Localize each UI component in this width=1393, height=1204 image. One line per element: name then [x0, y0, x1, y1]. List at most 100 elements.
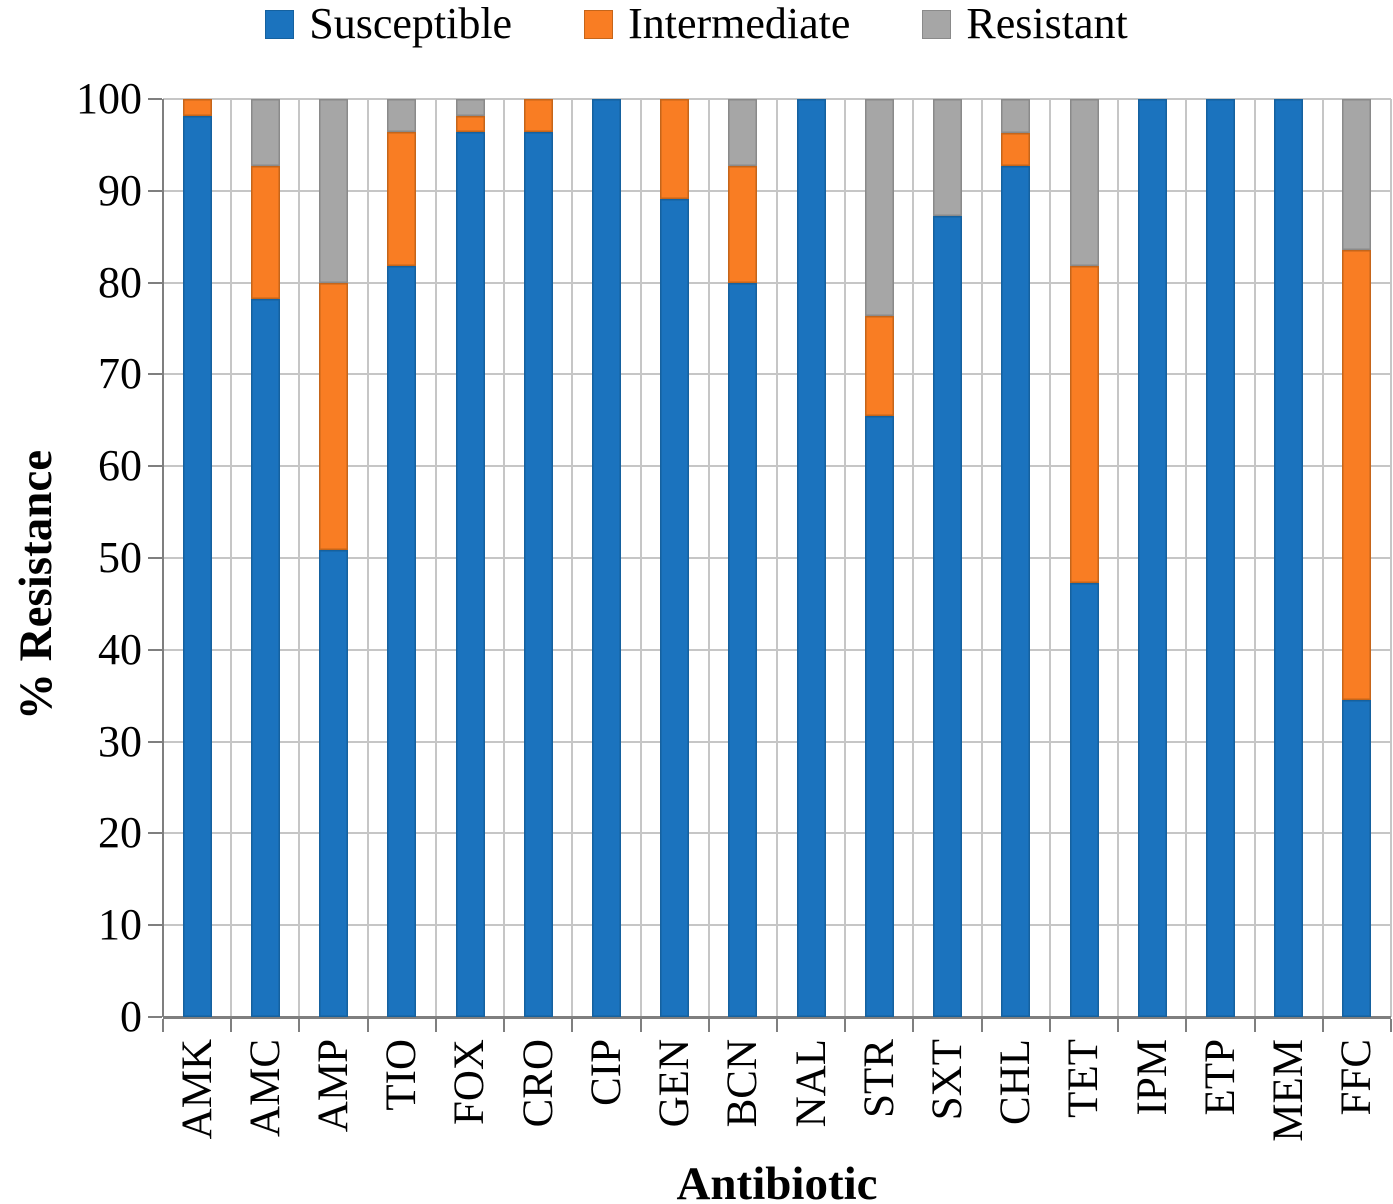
bar-segment-tio-intermediate: [387, 132, 417, 267]
y-tick-label: 60: [98, 441, 142, 491]
bar-segment-sxt-resistant: [933, 99, 963, 216]
x-axis-tick: [298, 1019, 301, 1032]
bar-segment-str-intermediate: [864, 315, 894, 416]
y-tick-label: 80: [98, 257, 142, 307]
y-tick-label: 30: [98, 716, 142, 766]
y-axis-tick: [148, 465, 162, 468]
x-axis-tick: [912, 1019, 915, 1032]
gridline-v: [844, 99, 847, 1017]
bar-segment-ffc-susceptible: [1342, 700, 1372, 1017]
category-label-amc: AMC: [231, 1039, 299, 1204]
x-axis-tick: [639, 1019, 642, 1032]
gridline-v: [980, 99, 983, 1017]
category-label-mem: MEM: [1255, 1039, 1323, 1204]
category-label-amk: AMK: [163, 1039, 231, 1204]
x-axis-tick: [1185, 1019, 1188, 1032]
bar-segment-ffc-resistant: [1342, 99, 1372, 250]
category-label-str: STR: [845, 1039, 913, 1204]
y-tick-label: 70: [98, 349, 142, 399]
x-axis-tick: [434, 1019, 437, 1032]
y-axis-tick: [148, 740, 162, 743]
category-label-ffc: FFC: [1323, 1039, 1391, 1204]
bar-segment-tet-intermediate: [1069, 266, 1099, 583]
bar-segment-amc-susceptible: [250, 299, 280, 1017]
category-label-text: SXT: [924, 1039, 972, 1121]
category-label-text: CHL: [992, 1039, 1040, 1125]
y-axis-tick: [148, 924, 162, 927]
bar-segment-chl-resistant: [1001, 99, 1031, 133]
category-label-cro: CRO: [504, 1039, 572, 1204]
gridline-v: [912, 99, 915, 1017]
bar-segment-chl-susceptible: [1001, 166, 1031, 1017]
bar-segment-bcn-susceptible: [728, 282, 758, 1017]
legend-label-intermediate: Intermediate: [628, 0, 851, 48]
y-axis-tick: [148, 189, 162, 192]
category-label-amp: AMP: [299, 1039, 367, 1204]
bar-segment-sxt-susceptible: [933, 215, 963, 1017]
legend-swatch-susceptible-icon: [265, 9, 295, 39]
legend-label-susceptible: Susceptible: [309, 0, 513, 48]
x-axis-tick: [571, 1019, 574, 1032]
category-label-text: ETP: [1196, 1039, 1244, 1116]
bar-segment-cro-intermediate: [523, 99, 553, 133]
y-axis-tick: [148, 648, 162, 651]
x-axis-tick: [844, 1019, 847, 1032]
category-label-bcn: BCN: [709, 1039, 777, 1204]
x-axis-tick: [707, 1019, 710, 1032]
category-label-fox: FOX: [436, 1039, 504, 1204]
category-label-sxt: SXT: [913, 1039, 981, 1204]
y-axis-tick: [148, 557, 162, 559]
bar-segment-chl-intermediate: [1001, 132, 1031, 166]
bar-segment-tet-susceptible: [1069, 582, 1099, 1017]
x-axis-tick: [980, 1019, 983, 1032]
gridline-v: [707, 99, 710, 1017]
x-axis-tick: [1048, 1019, 1051, 1032]
x-axis-line: [163, 1016, 1391, 1019]
gridline-v: [639, 99, 642, 1017]
bar-segment-gen-susceptible: [660, 199, 690, 1017]
y-axis-tick: [148, 832, 162, 835]
y-axis-line: [162, 99, 164, 1017]
y-axis-title: % Resistance: [10, 449, 62, 721]
bar-segment-amk-susceptible: [182, 115, 212, 1017]
gridline-v: [1048, 99, 1051, 1017]
gridline-v: [298, 99, 301, 1017]
y-tick-label: 20: [98, 808, 142, 858]
y-tick-label: 100: [76, 74, 142, 123]
bar-segment-str-susceptible: [864, 415, 894, 1017]
x-axis-tick: [1253, 1019, 1256, 1032]
x-axis-tick: [503, 1019, 506, 1032]
gridline-v: [1185, 99, 1188, 1017]
bar-segment-nal-susceptible: [796, 99, 826, 1017]
x-axis-tick: [776, 1019, 778, 1032]
category-label-tio: TIO: [368, 1039, 436, 1204]
legend-item-resistant: Resistant: [922, 0, 1128, 48]
gridline-v: [503, 99, 506, 1017]
category-label-text: IPM: [1128, 1039, 1176, 1116]
bar-segment-mem-susceptible: [1274, 99, 1304, 1017]
category-label-ipm: IPM: [1118, 1039, 1186, 1204]
category-label-text: FFC: [1333, 1039, 1381, 1116]
bar-segment-etp-susceptible: [1205, 99, 1235, 1017]
category-label-text: TIO: [378, 1039, 426, 1111]
legend-label-resistant: Resistant: [966, 0, 1128, 48]
x-axis-tick: [1117, 1019, 1120, 1032]
gridline-v: [1117, 99, 1120, 1017]
category-label-text: FOX: [446, 1039, 494, 1126]
bar-segment-fox-resistant: [455, 99, 485, 116]
category-label-text: AMP: [310, 1039, 358, 1133]
bar-segment-str-resistant: [864, 99, 894, 316]
gridline-v: [434, 99, 437, 1017]
bar-segment-tet-resistant: [1069, 99, 1099, 267]
y-tick-label: 50: [98, 533, 142, 582]
bar-segment-ipm-susceptible: [1137, 99, 1167, 1017]
category-label-text: NAL: [787, 1039, 835, 1128]
bar-segment-fox-susceptible: [455, 132, 485, 1017]
legend-item-susceptible: Susceptible: [265, 2, 512, 46]
y-tick-label: 90: [98, 165, 142, 215]
bar-segment-amp-intermediate: [319, 282, 349, 550]
x-axis-tick: [230, 1019, 233, 1032]
gridline-v: [1253, 99, 1256, 1017]
category-label-text: AMC: [241, 1039, 289, 1137]
